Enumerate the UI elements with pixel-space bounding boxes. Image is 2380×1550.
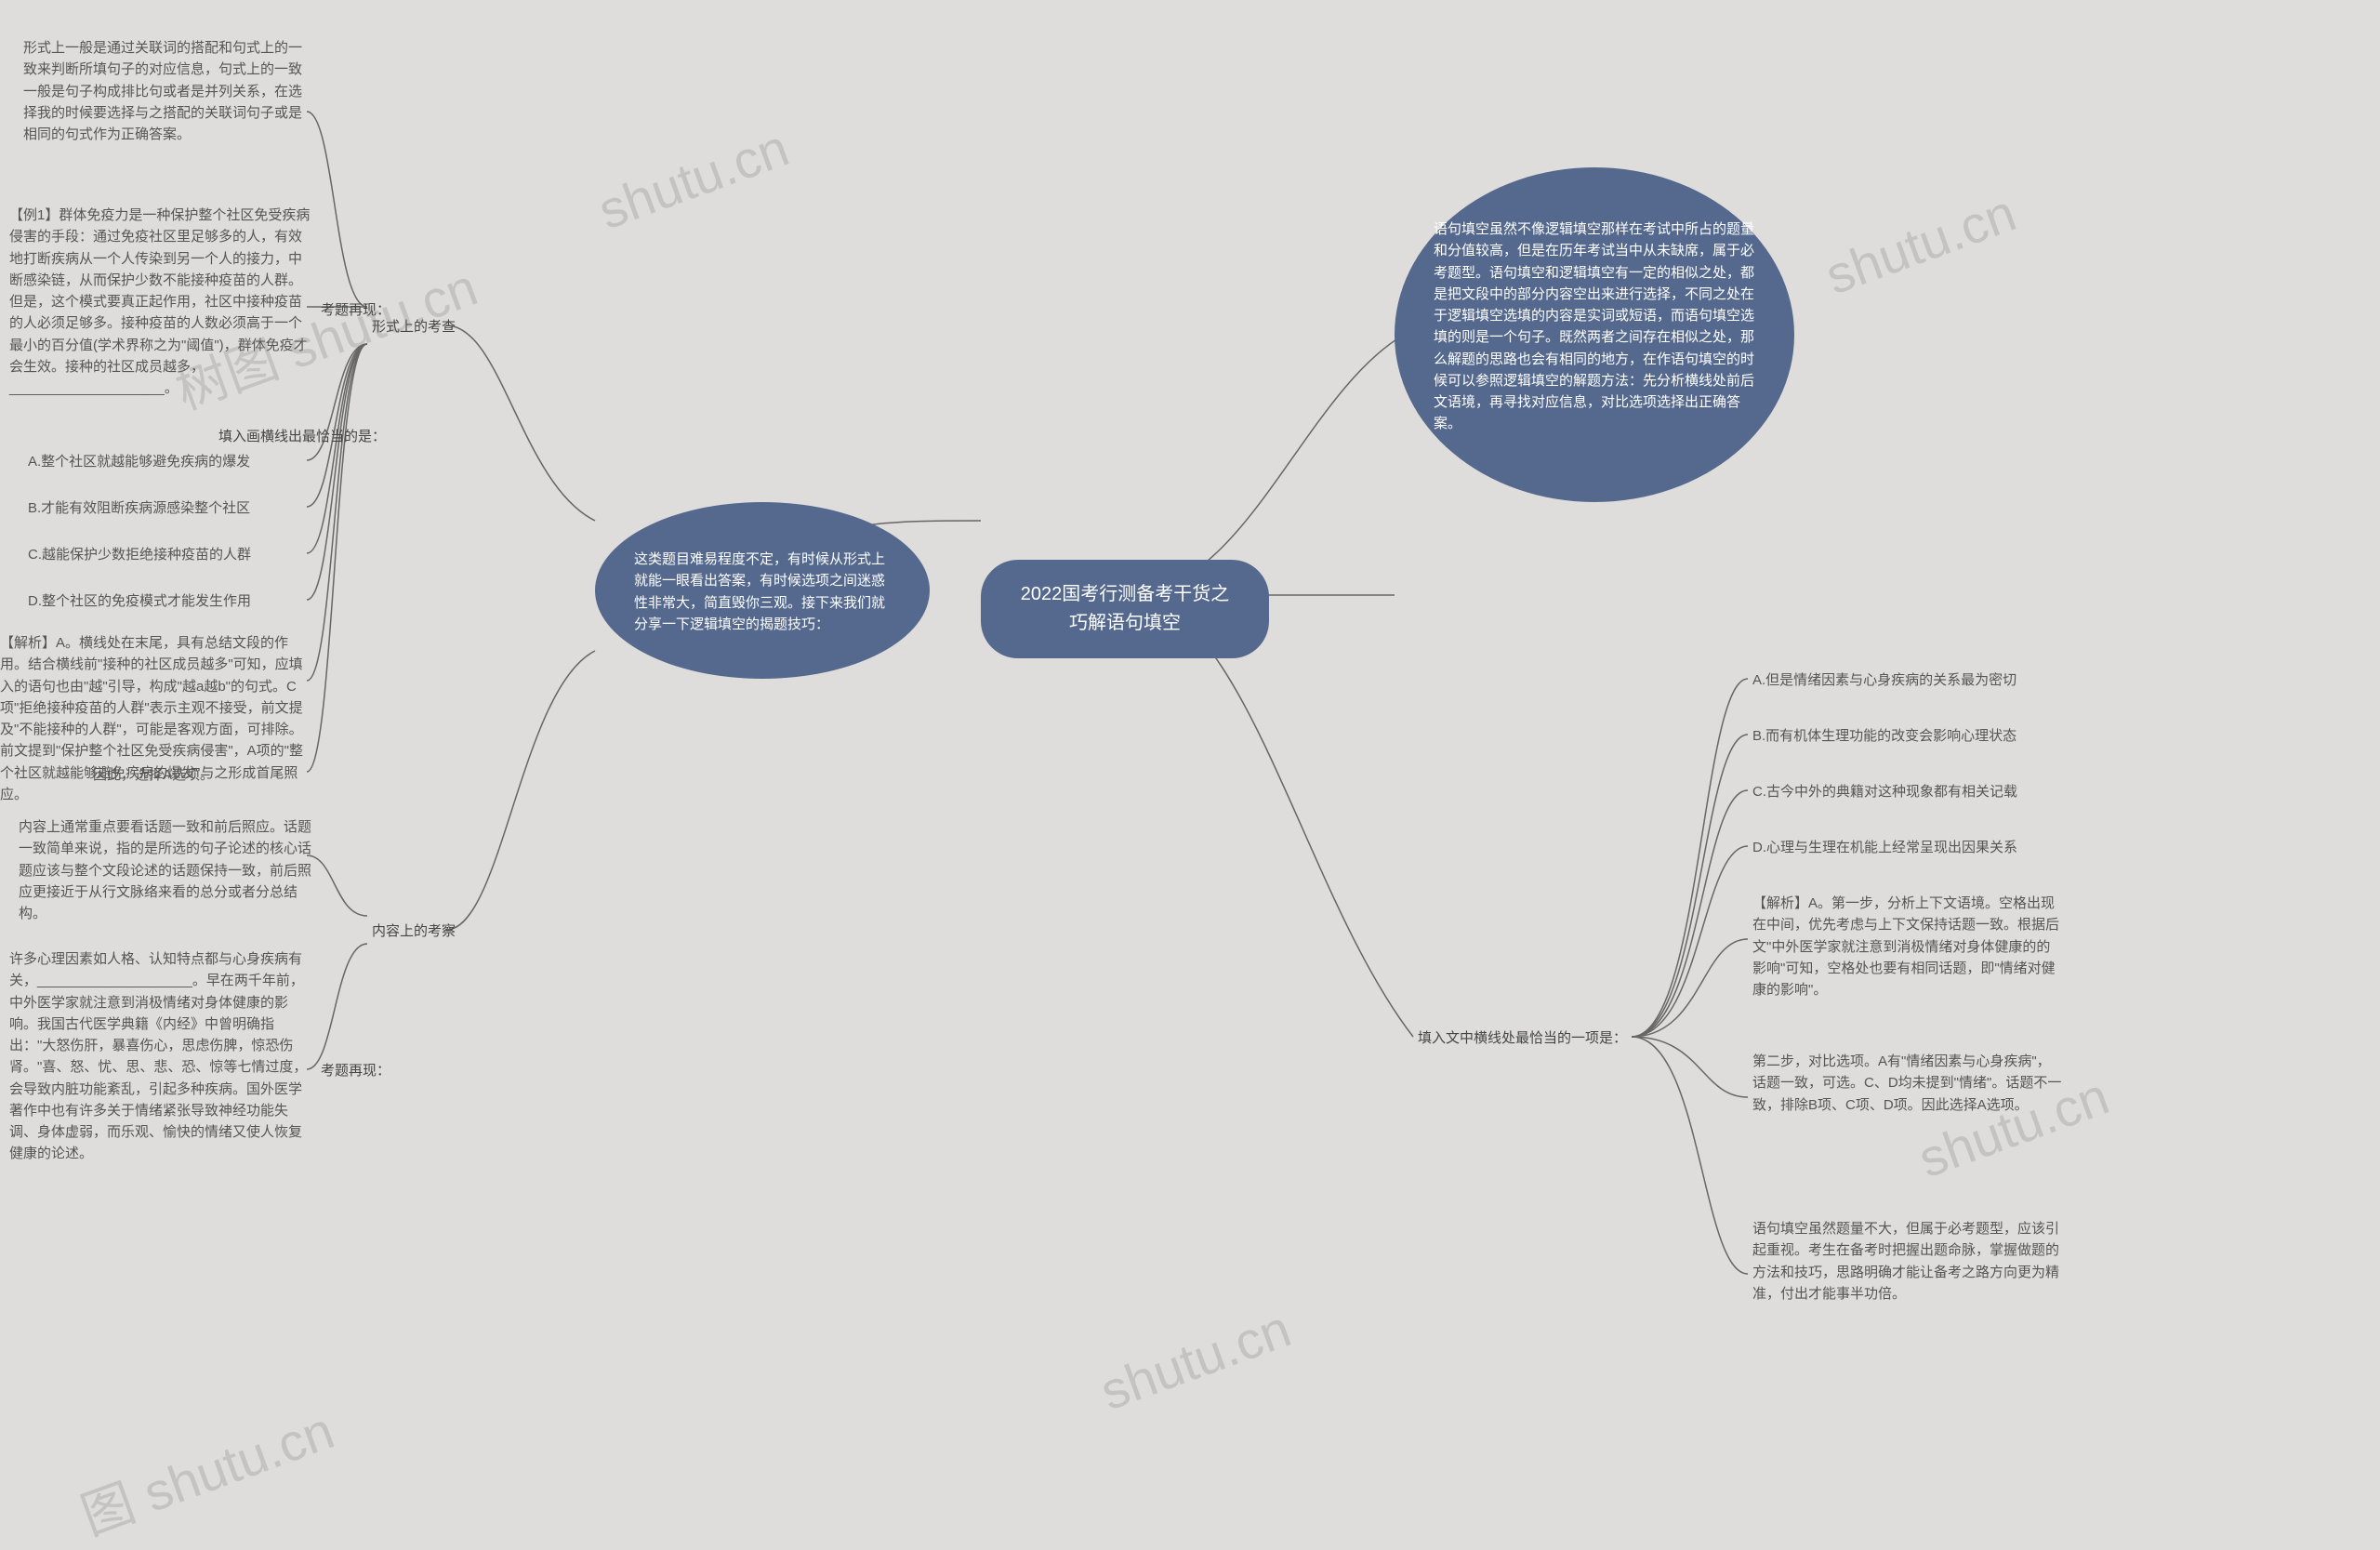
right-opt-a: A.但是情绪因素与心身疾病的关系最为密切 [1752, 669, 2016, 691]
right-opt-c: C.古今中外的典籍对这种现象都有相关记载 [1752, 781, 2017, 802]
content-desc: 内容上通常重点要看话题一致和前后照应。话题一致简单来说，指的是所选的句子论述的核… [19, 816, 311, 924]
form-opt-d: D.整个社区的免疫模式才能发生作用 [28, 590, 251, 612]
content-example: 许多心理因素如人格、认知特点都与心身疾病有关，_________________… [9, 948, 311, 1165]
right-analysis-1: 【解析】A。第一步，分析上下文语境。空格出现在中间，优先考虑与上下文保持话题一致… [1752, 893, 2064, 1000]
content-example-label: 考题再现： [321, 1060, 390, 1081]
watermark: shutu.cn [1092, 1298, 1298, 1422]
form-example: 【例1】群体免疫力是一种保护整个社区免受疾病侵害的手段：通过免疫社区里足够多的人… [9, 205, 311, 399]
watermark: 图 shutu.cn [70, 1389, 343, 1550]
watermark: shutu.cn [590, 117, 796, 241]
form-example-label: 考题再现： [321, 299, 390, 321]
left-hub-text: 这类题目难易程度不定，有时候从形式上就能一眼看出答案，有时候选项之间迷惑性非常大… [634, 549, 891, 635]
root-line2: 巧解语句填空 [1009, 609, 1241, 638]
left-hub: 这类题目难易程度不定，有时候从形式上就能一眼看出答案，有时候选项之间迷惑性非常大… [595, 502, 930, 679]
form-opt-a: A.整个社区就越能够避免疾病的爆发 [28, 451, 250, 472]
right-conclusion: 语句填空虽然题量不大，但属于必考题型，应该引起重视。考生在备考时把握出题命脉，掌… [1752, 1218, 2064, 1305]
right-analysis-2: 第二步，对比选项。A有"情绪因素与心身疾病"，话题一致，可选。C、D均未提到"情… [1752, 1051, 2064, 1116]
form-opt-b: B.才能有效阻断疾病源感染整个社区 [28, 497, 250, 519]
summary-text: 语句填空虽然不像逻辑填空那样在考试中所占的题量和分值较高，但是在历年考试当中从未… [1434, 219, 1755, 435]
form-desc: 形式上一般是通过关联词的搭配和句式上的一致来判断所填句子的对应信息，句式上的一致… [23, 37, 311, 145]
right-opt-d: D.心理与生理在机能上经常呈现出因果关系 [1752, 837, 2017, 858]
form-fill-label: 填入画横线出最恰当的是： [218, 426, 386, 447]
watermark: shutu.cn [1818, 182, 2023, 306]
right-fill-label: 填入文中横线处最恰当的一项是： [1418, 1027, 1627, 1049]
form-opt-c: C.越能保护少数拒绝接种疫苗的人群 [28, 544, 251, 565]
root-node: 2022国考行测备考干货之 巧解语句填空 [981, 560, 1269, 658]
root-line1: 2022国考行测备考干货之 [1009, 580, 1241, 609]
right-opt-b: B.而有机体生理功能的改变会影响心理状态 [1752, 725, 2016, 747]
summary-bubble: 语句填空虽然不像逻辑填空那样在考试中所占的题量和分值较高，但是在历年考试当中从未… [1395, 167, 1794, 502]
form-conclusion: 因此，选择A选项。 [93, 764, 214, 786]
content-check-label: 内容上的考察 [372, 921, 456, 942]
